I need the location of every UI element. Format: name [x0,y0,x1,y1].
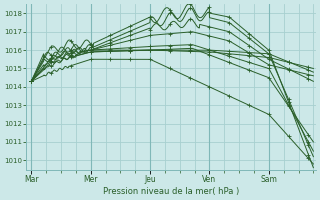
X-axis label: Pression niveau de la mer( hPa ): Pression niveau de la mer( hPa ) [103,187,239,196]
